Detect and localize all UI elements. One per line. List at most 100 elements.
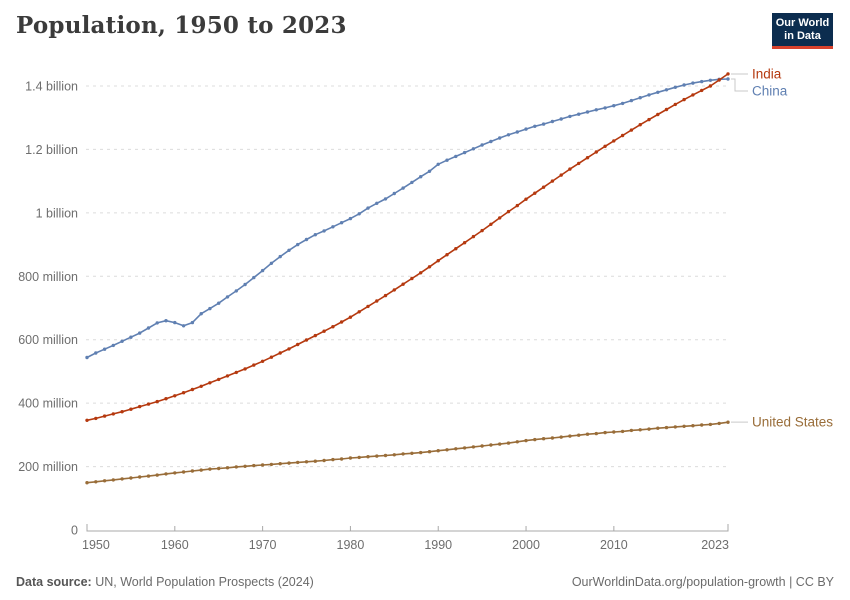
india-point-1969 <box>252 363 256 367</box>
united-states-point-1956 <box>138 475 142 479</box>
y-axis-label-200-million: 200 million <box>18 460 78 474</box>
china-point-1957 <box>146 326 151 330</box>
india-point-1972 <box>278 351 282 355</box>
india-label[interactable]: India <box>752 66 782 81</box>
united-states-point-1986 <box>401 452 405 456</box>
india-point-1984 <box>383 293 388 298</box>
china-point-2012 <box>629 98 634 103</box>
china-label[interactable]: China <box>752 83 788 98</box>
china-label-connector <box>731 78 748 92</box>
y-axis-label-1-2-billion: 1.2 billion <box>25 143 78 157</box>
y-axis-label-600-million: 600 million <box>18 333 78 347</box>
india-point-1988 <box>419 271 423 275</box>
united-states-point-1982 <box>366 455 370 459</box>
united-states-point-1971 <box>269 462 274 467</box>
china-point-1968 <box>243 282 247 287</box>
china-point-1992 <box>454 154 458 159</box>
india-point-2015 <box>656 112 660 117</box>
united-states-point-1988 <box>419 450 423 455</box>
united-states-point-1992 <box>454 447 458 451</box>
china-point-1969 <box>252 275 256 280</box>
owid-logo[interactable]: Our World in Data <box>772 13 833 49</box>
china-point-1991 <box>445 158 449 162</box>
india-point-1962 <box>190 387 195 392</box>
india-point-1996 <box>489 222 493 226</box>
china-point-2001 <box>533 124 537 128</box>
india-point-1950 <box>85 418 89 422</box>
india-point-1953 <box>111 412 116 416</box>
india-point-1985 <box>392 288 396 292</box>
x-axis-label-1980: 1980 <box>337 538 365 552</box>
united-states-point-1985 <box>392 453 396 457</box>
china-point-1995 <box>480 143 484 147</box>
india-point-2002 <box>541 185 546 189</box>
china-point-2015 <box>656 90 660 95</box>
united-states-point-1964 <box>208 467 212 471</box>
india-point-1990 <box>436 259 440 263</box>
india-point-1991 <box>445 253 449 257</box>
united-states-point-1967 <box>234 465 238 469</box>
india-point-1968 <box>243 367 247 371</box>
united-states-point-2007 <box>585 432 590 436</box>
china-point-1979 <box>339 221 344 225</box>
china-series[interactable] <box>85 77 730 360</box>
x-axis-label-1950: 1950 <box>82 538 110 552</box>
x-axis-label-1970: 1970 <box>249 538 277 552</box>
united-states-point-1997 <box>498 442 502 446</box>
india-point-1993 <box>462 241 467 245</box>
united-states-point-2016 <box>664 425 669 430</box>
china-point-1983 <box>375 201 379 205</box>
united-states-point-2020 <box>700 423 704 427</box>
china-point-1951 <box>94 351 98 355</box>
india-point-1956 <box>138 404 142 409</box>
united-states-point-1994 <box>471 445 476 449</box>
united-states-point-1980 <box>348 456 353 460</box>
india-point-2001 <box>533 191 537 195</box>
united-states-point-1959 <box>164 472 168 476</box>
united-states-point-2001 <box>533 437 537 442</box>
china-point-1981 <box>357 212 361 216</box>
x-axis-label-2023: 2023 <box>701 538 729 552</box>
china-point-2009 <box>603 106 607 110</box>
china-point-1997 <box>498 136 502 140</box>
india-point-2022 <box>717 78 721 82</box>
india-point-1973 <box>287 347 291 351</box>
india-point-1982 <box>366 304 370 309</box>
india-point-2010 <box>612 139 616 143</box>
china-point-1962 <box>190 320 195 325</box>
india-point-1971 <box>269 355 274 359</box>
china-point-2019 <box>691 81 695 85</box>
united-states-point-1952 <box>102 479 107 483</box>
y-axis-label-800-million: 800 million <box>18 270 78 284</box>
china-point-2020 <box>700 79 704 84</box>
united-states-point-1984 <box>383 453 388 458</box>
united-states-point-2004 <box>559 435 563 439</box>
china-line[interactable] <box>86 78 729 359</box>
united-states-series[interactable] <box>85 420 730 485</box>
india-series[interactable] <box>85 72 730 422</box>
india-point-2020 <box>700 88 704 93</box>
india-point-1963 <box>199 384 203 388</box>
india-point-1952 <box>102 414 107 418</box>
india-point-2019 <box>691 93 695 97</box>
united-states-point-2021 <box>708 422 713 427</box>
x-axis-label-1960: 1960 <box>161 538 189 552</box>
china-point-2008 <box>594 108 598 112</box>
china-point-1963 <box>199 312 203 316</box>
united-states-point-2022 <box>717 421 721 426</box>
x-axis-label-2000: 2000 <box>512 538 540 552</box>
x-axis-label-2010: 2010 <box>600 538 628 552</box>
india-point-1983 <box>375 299 379 303</box>
united-states-point-2002 <box>541 437 546 441</box>
united-states-point-2010 <box>612 430 616 434</box>
united-states-point-1978 <box>331 457 335 462</box>
india-point-1960 <box>173 394 177 398</box>
footer-license-link[interactable]: OurWorldinData.org/population-growth | C… <box>571 575 834 589</box>
united-states-label[interactable]: United States <box>752 415 833 430</box>
united-states-point-1987 <box>410 451 414 455</box>
united-states-point-1951 <box>94 480 98 484</box>
united-states-point-2009 <box>603 430 607 435</box>
india-line[interactable] <box>86 73 729 422</box>
india-point-1958 <box>155 399 159 404</box>
